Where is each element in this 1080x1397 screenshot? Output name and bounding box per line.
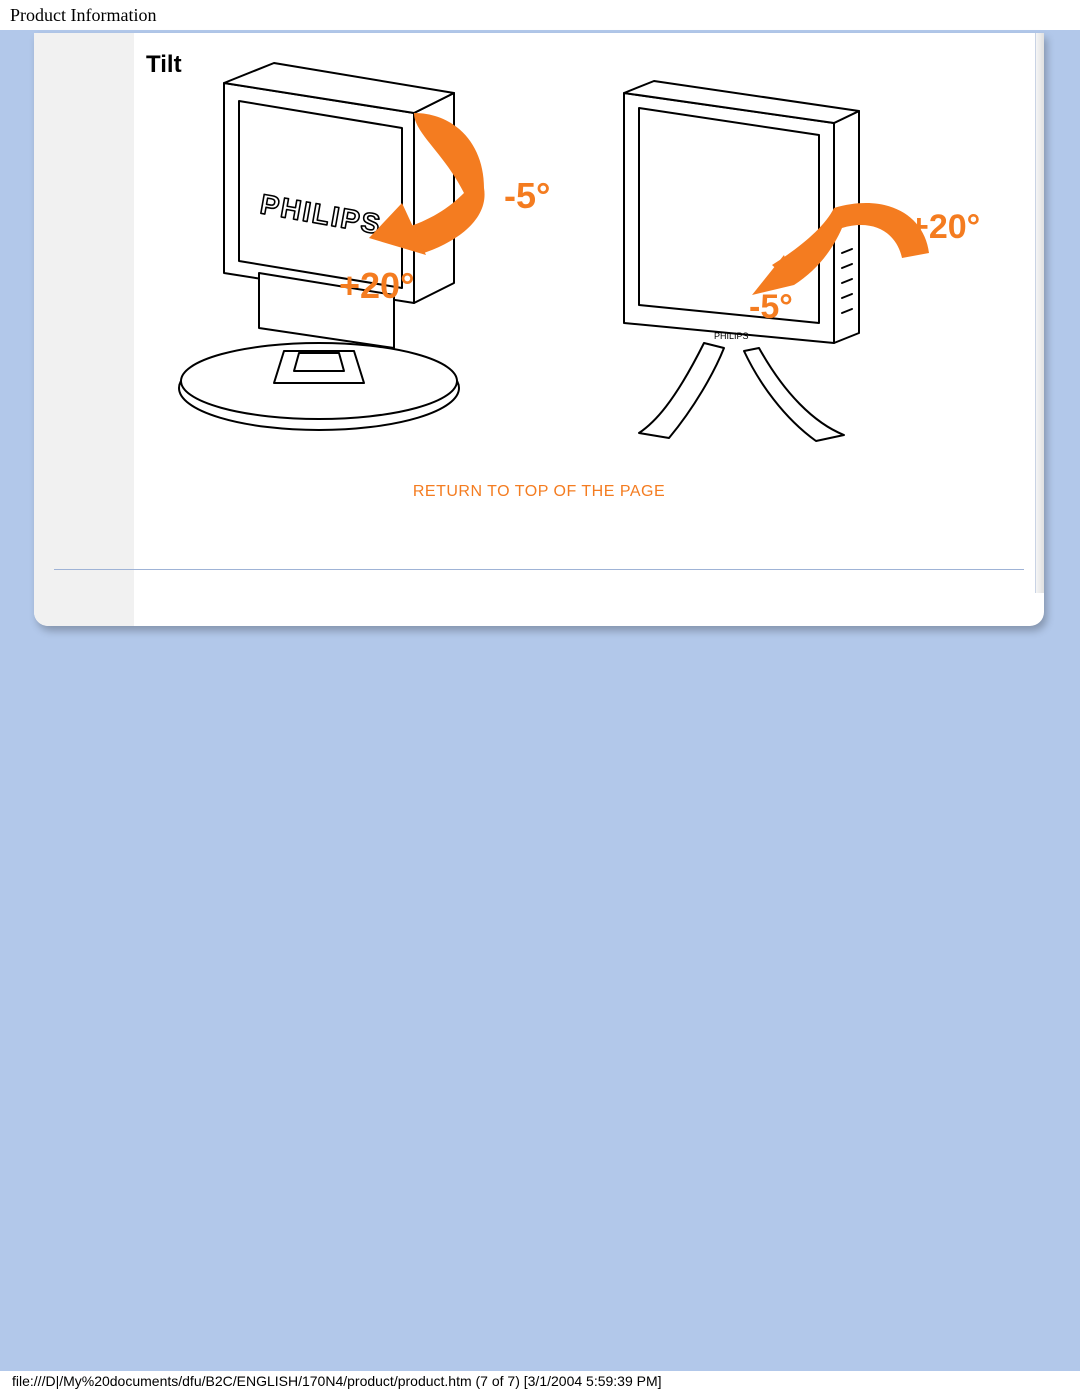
footer-file-path: file:///D|/My%20documents/dfu/B2C/ENGLIS… <box>10 1373 664 1389</box>
return-to-top-anchor[interactable]: RETURN TO TOP OF THE PAGE <box>413 483 665 500</box>
tilt-label-minus5-front: -5° <box>749 288 793 326</box>
monitor-front-icon: PHILIPS <box>624 81 859 441</box>
page-edge-line <box>1031 33 1036 593</box>
svg-text:PHILIPS: PHILIPS <box>714 331 749 341</box>
tilt-diagram: PHILIPS -5° +20° <box>164 43 1024 473</box>
tilt-label-plus20-front: +20° <box>909 208 980 246</box>
tilt-label-plus20-rear: +20° <box>339 265 414 306</box>
tilt-label-minus5-rear: -5° <box>504 175 550 216</box>
horizontal-rule <box>54 569 1024 570</box>
return-to-top-link[interactable]: RETURN TO TOP OF THE PAGE <box>34 483 1044 501</box>
header-strip: Product Information <box>0 0 1080 30</box>
page-edge-shade <box>1036 33 1044 593</box>
left-gutter <box>34 33 134 626</box>
tilt-diagram-svg: PHILIPS -5° +20° <box>164 43 1024 473</box>
content-panel: Tilt PHILIPS <box>34 33 1044 626</box>
page-title: Product Information <box>10 5 156 26</box>
